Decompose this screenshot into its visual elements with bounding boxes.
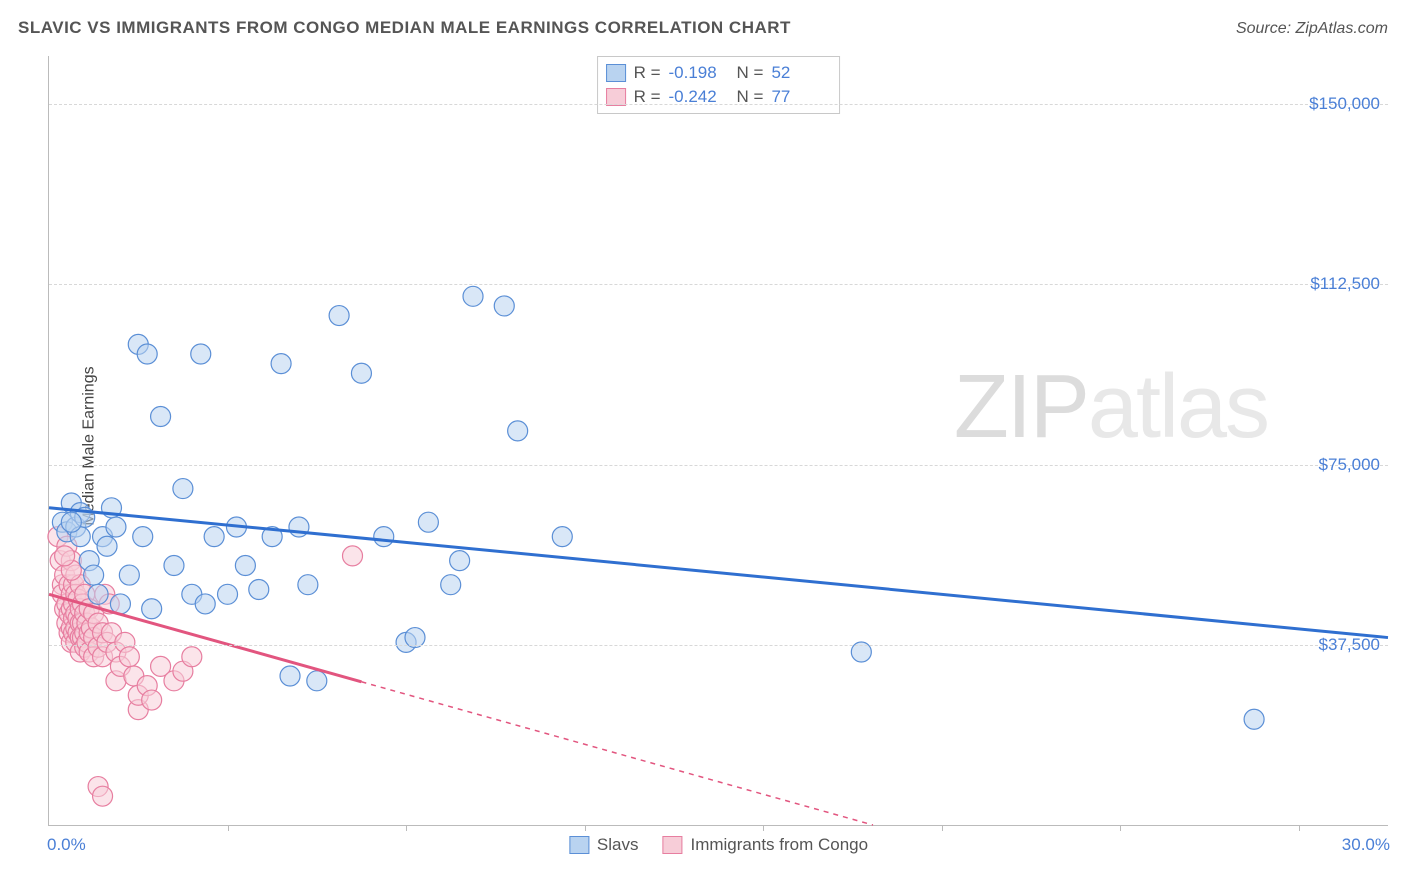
data-point — [418, 512, 438, 532]
data-point — [552, 527, 572, 547]
x-tick — [942, 825, 943, 831]
legend-swatch-slavs — [569, 836, 589, 854]
data-point — [133, 527, 153, 547]
data-point — [191, 344, 211, 364]
source-name: ZipAtlas.com — [1296, 20, 1388, 37]
gridline — [49, 104, 1388, 105]
y-tick-label: $75,000 — [1319, 455, 1380, 475]
x-tick — [1120, 825, 1121, 831]
legend-item-slavs: Slavs — [569, 835, 639, 855]
data-point — [173, 479, 193, 499]
data-point — [450, 551, 470, 571]
chart-container: SLAVIC VS IMMIGRANTS FROM CONGO MEDIAN M… — [0, 0, 1406, 892]
data-point — [298, 575, 318, 595]
data-point — [204, 527, 224, 547]
data-point — [271, 354, 291, 374]
data-point — [508, 421, 528, 441]
data-point — [55, 546, 75, 566]
x-tick — [228, 825, 229, 831]
data-point — [343, 546, 363, 566]
title-row: SLAVIC VS IMMIGRANTS FROM CONGO MEDIAN M… — [18, 18, 1388, 38]
data-point — [351, 363, 371, 383]
data-point — [195, 594, 215, 614]
data-point — [249, 579, 269, 599]
data-point — [137, 344, 157, 364]
data-point — [1244, 709, 1264, 729]
legend-label-slavs: Slavs — [597, 835, 639, 855]
data-point — [106, 517, 126, 537]
y-tick-label: $150,000 — [1309, 94, 1380, 114]
x-min-label: 0.0% — [47, 835, 86, 855]
source-attribution: Source: ZipAtlas.com — [1236, 20, 1388, 38]
data-point — [119, 647, 139, 667]
data-point — [280, 666, 300, 686]
legend: Slavs Immigrants from Congo — [569, 835, 868, 855]
data-point — [329, 306, 349, 326]
data-point — [374, 527, 394, 547]
x-tick — [585, 825, 586, 831]
data-point — [119, 565, 139, 585]
data-point — [164, 555, 184, 575]
data-point — [463, 286, 483, 306]
data-point — [84, 565, 104, 585]
data-point — [142, 599, 162, 619]
data-point — [61, 512, 81, 532]
x-tick — [763, 825, 764, 831]
legend-swatch-congo — [662, 836, 682, 854]
chart-svg — [49, 56, 1388, 825]
data-point — [441, 575, 461, 595]
data-point — [93, 786, 113, 806]
y-tick-label: $112,500 — [1310, 274, 1380, 294]
data-point — [307, 671, 327, 691]
data-point — [182, 647, 202, 667]
trend-line-dashed — [361, 682, 873, 825]
plot-area: ZIPatlas R = -0.198 N = 52 R = -0.242 N … — [48, 56, 1388, 826]
gridline — [49, 645, 1388, 646]
y-tick-label: $37,500 — [1319, 635, 1380, 655]
data-point — [494, 296, 514, 316]
data-point — [97, 536, 117, 556]
data-point — [235, 555, 255, 575]
x-max-label: 30.0% — [1342, 835, 1390, 855]
x-tick — [406, 825, 407, 831]
gridline — [49, 284, 1388, 285]
legend-label-congo: Immigrants from Congo — [690, 835, 868, 855]
source-label: Source: — [1236, 20, 1291, 37]
x-tick — [1299, 825, 1300, 831]
data-point — [218, 584, 238, 604]
legend-item-congo: Immigrants from Congo — [662, 835, 868, 855]
data-point — [88, 584, 108, 604]
data-point — [142, 690, 162, 710]
data-point — [151, 406, 171, 426]
gridline — [49, 465, 1388, 466]
chart-title: SLAVIC VS IMMIGRANTS FROM CONGO MEDIAN M… — [18, 18, 791, 38]
